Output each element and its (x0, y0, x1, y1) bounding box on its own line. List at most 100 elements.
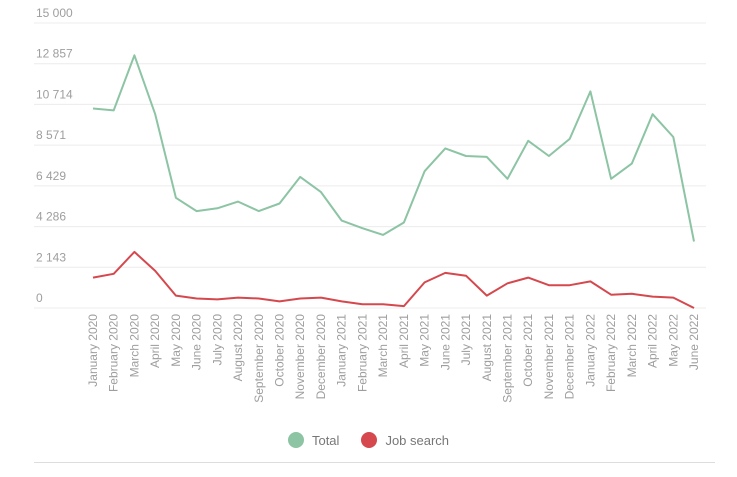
legend-swatch-job-search (361, 432, 378, 448)
x-tick-label: July 2021 (459, 314, 473, 366)
data-point[interactable] (671, 295, 676, 300)
legend-label-total: Total (311, 432, 340, 448)
data-point[interactable] (505, 176, 510, 181)
x-tick-label: May 2022 (666, 314, 680, 367)
legend-item-job-search[interactable]: Job search (361, 432, 449, 448)
data-point[interactable] (277, 201, 282, 206)
data-point[interactable] (443, 270, 448, 275)
data-point[interactable] (650, 294, 655, 299)
x-tick-label: April 2021 (397, 314, 411, 368)
data-point[interactable] (298, 296, 303, 301)
legend-swatch-total (287, 432, 304, 448)
data-point[interactable] (464, 154, 469, 159)
x-tick-label: November 2021 (542, 314, 556, 400)
x-tick-label: November 2020 (293, 314, 307, 400)
data-point[interactable] (215, 297, 220, 302)
data-point[interactable] (692, 239, 697, 244)
data-point[interactable] (484, 154, 489, 159)
x-tick-label: June 2022 (687, 314, 701, 370)
x-axis-tick-labels: January 2020 February 2020 March 2020 April… (86, 314, 701, 403)
data-point[interactable] (526, 275, 531, 280)
data-point[interactable] (236, 199, 241, 204)
x-tick-label: May 2021 (418, 314, 432, 367)
data-point[interactable] (629, 161, 634, 166)
x-tick-label: August 2020 (231, 314, 245, 382)
data-point[interactable] (111, 271, 116, 276)
data-point[interactable] (236, 295, 241, 300)
data-point[interactable] (256, 209, 261, 214)
data-point[interactable] (650, 112, 655, 117)
y-axis-tick-labels: 15 000 12 857 10 714 8 571 6 429 4 286 2 143 0 (36, 6, 73, 305)
x-tick-label: April 2020 (148, 314, 162, 368)
data-point[interactable] (567, 136, 572, 141)
data-point[interactable] (381, 232, 386, 237)
data-point[interactable] (422, 280, 427, 285)
data-point[interactable] (298, 174, 303, 179)
data-point[interactable] (153, 268, 158, 273)
legend-label-job-search: Job search (385, 432, 450, 448)
x-tick-label: January 2020 (86, 314, 100, 387)
legend-item-total[interactable]: Total (287, 432, 340, 448)
data-point[interactable] (277, 299, 282, 304)
data-point[interactable] (381, 302, 386, 307)
x-tick-label: June 2021 (438, 314, 452, 370)
x-tick-label: March 2020 (127, 314, 141, 378)
series-lines (91, 53, 697, 311)
data-point[interactable] (401, 304, 406, 309)
bottom-divider (34, 462, 715, 463)
y-tick-label: 10 714 (36, 87, 73, 101)
data-point[interactable] (546, 154, 551, 159)
data-point[interactable] (318, 190, 323, 195)
data-point[interactable] (194, 296, 199, 301)
data-point[interactable] (215, 206, 220, 211)
series-line-job-search[interactable] (92, 250, 695, 309)
data-point[interactable] (526, 138, 531, 143)
x-tick-label: December 2021 (563, 314, 577, 400)
data-point[interactable] (546, 283, 551, 288)
data-point[interactable] (339, 299, 344, 304)
data-point[interactable] (132, 53, 137, 58)
y-tick-label: 12 857 (36, 47, 73, 61)
data-point[interactable] (111, 108, 116, 113)
data-point[interactable] (588, 89, 593, 94)
data-point[interactable] (318, 295, 323, 300)
data-point[interactable] (256, 296, 261, 301)
y-tick-label: 15 000 (36, 6, 73, 20)
data-point[interactable] (173, 293, 178, 298)
x-tick-label: February 2022 (604, 314, 618, 392)
y-tick-label: 6 429 (36, 169, 66, 183)
data-point[interactable] (588, 279, 593, 284)
data-point[interactable] (692, 306, 697, 311)
data-point[interactable] (671, 135, 676, 140)
data-point[interactable] (91, 106, 96, 111)
data-point[interactable] (484, 293, 489, 298)
data-point[interactable] (609, 292, 614, 297)
data-point[interactable] (173, 195, 178, 200)
x-tick-label: March 2021 (376, 314, 390, 378)
data-point[interactable] (505, 281, 510, 286)
x-tick-label: October 2020 (273, 314, 287, 387)
data-point[interactable] (629, 291, 634, 296)
data-point[interactable] (360, 226, 365, 231)
x-tick-label: May 2020 (169, 314, 183, 367)
data-point[interactable] (132, 249, 137, 254)
x-tick-label: September 2021 (500, 314, 514, 403)
x-tick-label: August 2021 (480, 314, 494, 382)
y-tick-label: 0 (36, 291, 43, 305)
y-tick-label: 2 143 (36, 250, 66, 264)
data-point[interactable] (443, 146, 448, 151)
data-point[interactable] (464, 273, 469, 278)
data-point[interactable] (360, 302, 365, 307)
series-line-total[interactable] (92, 54, 695, 242)
data-point[interactable] (339, 218, 344, 223)
data-point[interactable] (153, 112, 158, 117)
data-point[interactable] (567, 283, 572, 288)
data-point[interactable] (422, 169, 427, 174)
x-tick-label: September 2020 (252, 314, 266, 403)
x-tick-label: March 2022 (625, 314, 639, 378)
data-point[interactable] (609, 176, 614, 181)
data-point[interactable] (194, 209, 199, 214)
data-point[interactable] (91, 275, 96, 280)
data-point[interactable] (401, 220, 406, 225)
